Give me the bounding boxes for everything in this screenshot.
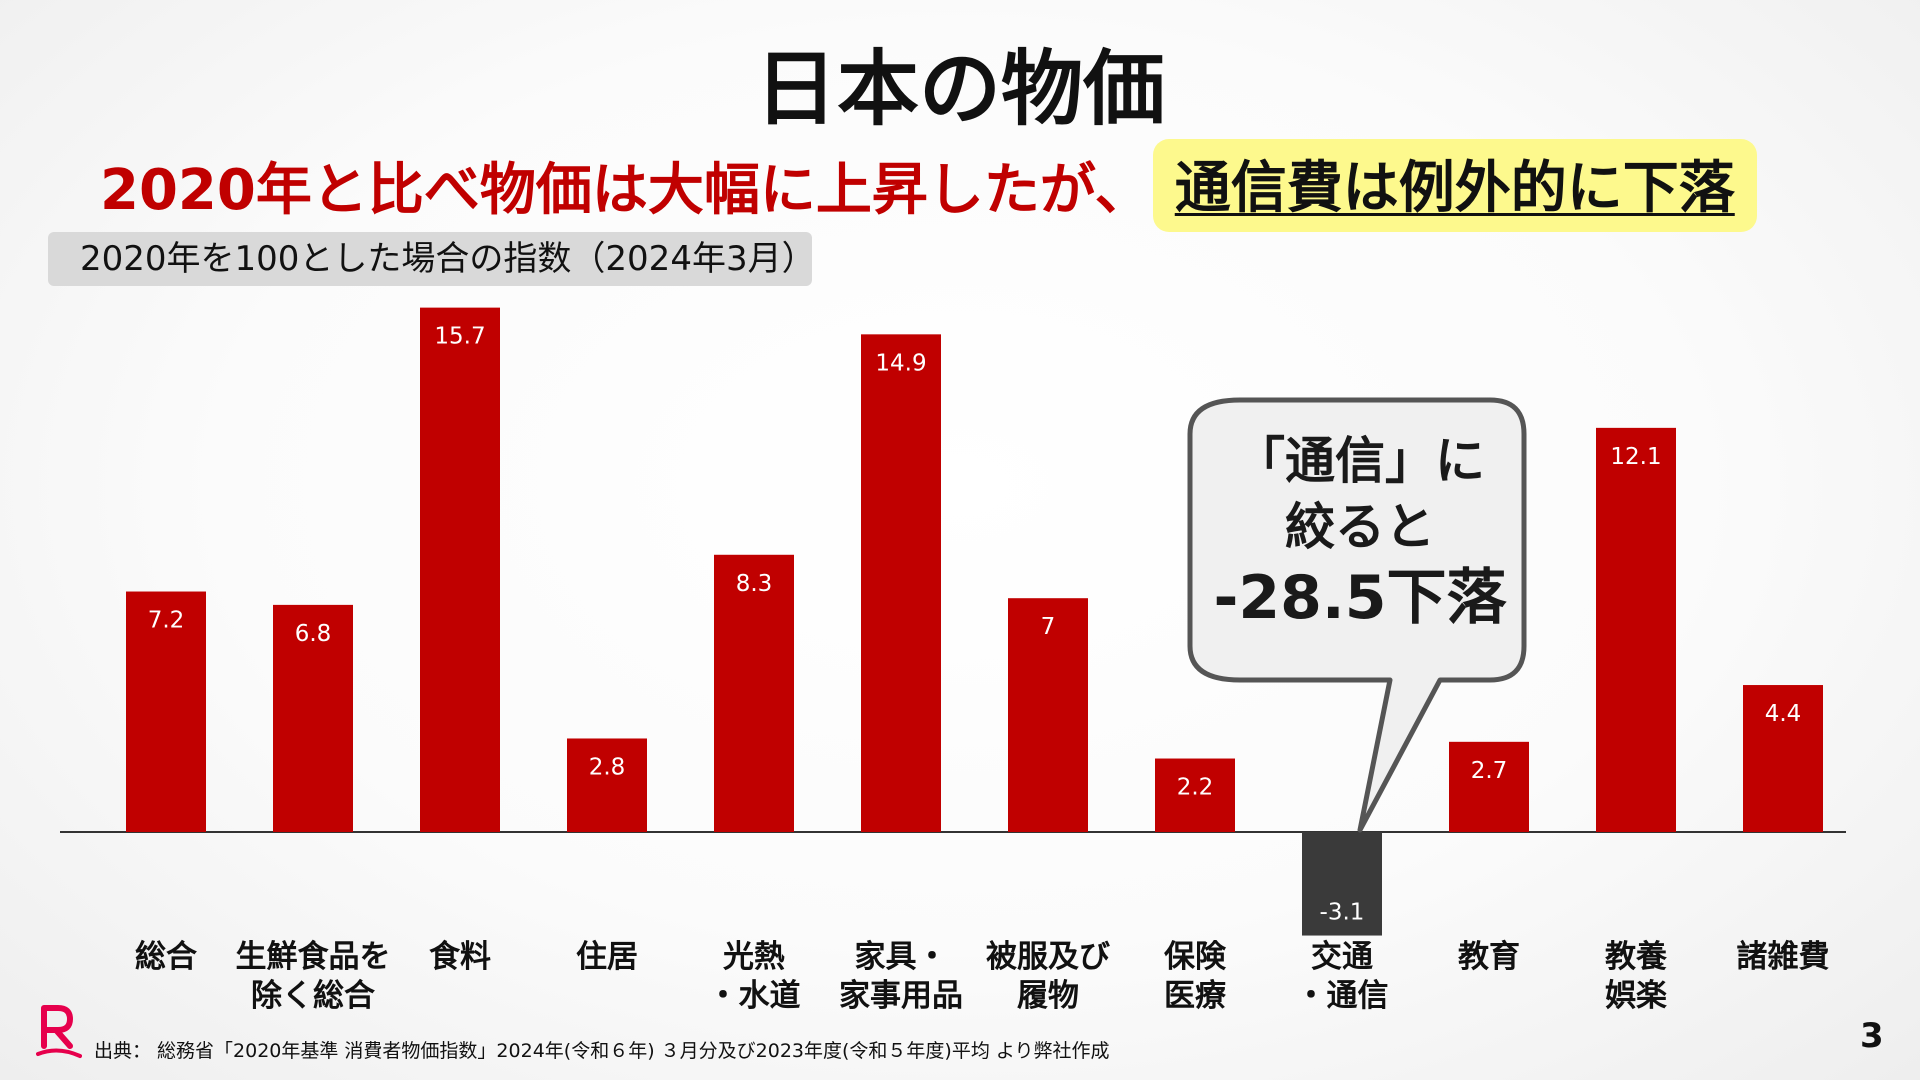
bar-value-label: 2.2	[1177, 775, 1214, 801]
bar-4	[567, 738, 647, 832]
category-label: 住居	[576, 939, 638, 975]
bar-8	[1155, 758, 1235, 832]
category-label: 生鮮食品を 除く総合	[235, 939, 391, 1014]
bar-2	[273, 604, 353, 832]
callout-line-2: 絞ると	[1285, 498, 1435, 556]
category-label: 教養 娯楽	[1605, 939, 1667, 1014]
bar-value-label: 4.4	[1765, 701, 1802, 727]
bar-value-label: 7	[1041, 614, 1056, 640]
category-label: 教育	[1458, 939, 1520, 975]
bar-9	[1302, 832, 1382, 936]
bar-value-label: 7.2	[148, 608, 185, 634]
bar-1	[126, 591, 206, 832]
bar-value-label: -3.1	[1320, 900, 1365, 926]
bar-6	[861, 334, 941, 832]
bar-value-label: 2.8	[589, 754, 626, 780]
bar-11	[1596, 427, 1676, 832]
callout-text: 「通信」に 絞ると -28.5下落	[1190, 428, 1530, 636]
callout-line-1: 「通信」に	[1235, 432, 1485, 490]
source-note: 出典： 総務省「2020年基準 消費者物価指数」2024年(令和６年) ３月分及…	[94, 1040, 1110, 1062]
subtitle-main: 2020年と比べ物価は大幅に上昇したが、	[100, 157, 1151, 223]
page-title: 日本の物価	[754, 42, 1165, 137]
bar-3	[420, 307, 500, 832]
bar-value-label: 12.1	[1610, 444, 1661, 470]
bar-value-label: 2.7	[1471, 758, 1508, 784]
page-number: 3	[1860, 1016, 1884, 1056]
bar-10	[1449, 741, 1529, 832]
bar-value-label: 15.7	[434, 324, 485, 350]
category-label: 食料	[429, 939, 491, 975]
bar-value-label: 8.3	[736, 571, 773, 597]
category-label: 光熱 ・水道	[707, 939, 801, 1014]
callout-line-3: -28.5下落	[1213, 563, 1507, 633]
bar-value-label: 14.9	[875, 350, 926, 376]
category-label: 交通 ・通信	[1295, 939, 1389, 1014]
category-label: 家具・ 家事用品	[839, 939, 963, 1014]
category-label: 総合	[135, 939, 197, 975]
subtitle-highlight: 通信費は例外的に下落	[1152, 138, 1757, 232]
bar-7	[1008, 598, 1088, 832]
category-label: 被服及び 履物	[986, 939, 1110, 1014]
bar-5	[714, 554, 794, 832]
category-label: 保険 医療	[1164, 939, 1226, 1014]
subtitle: 2020年と比べ物価は大幅に上昇したが、 通信費は例外的に下落	[100, 138, 1757, 232]
bar-12	[1743, 685, 1823, 832]
index-note: 2020年を100とした場合の指数（2024年3月）	[48, 232, 816, 286]
callout-bubble	[1187, 397, 1527, 833]
bar-value-label: 6.8	[295, 621, 332, 647]
category-label: 諸雑費	[1736, 939, 1830, 975]
rakuten-logo-icon	[36, 1005, 82, 1058]
